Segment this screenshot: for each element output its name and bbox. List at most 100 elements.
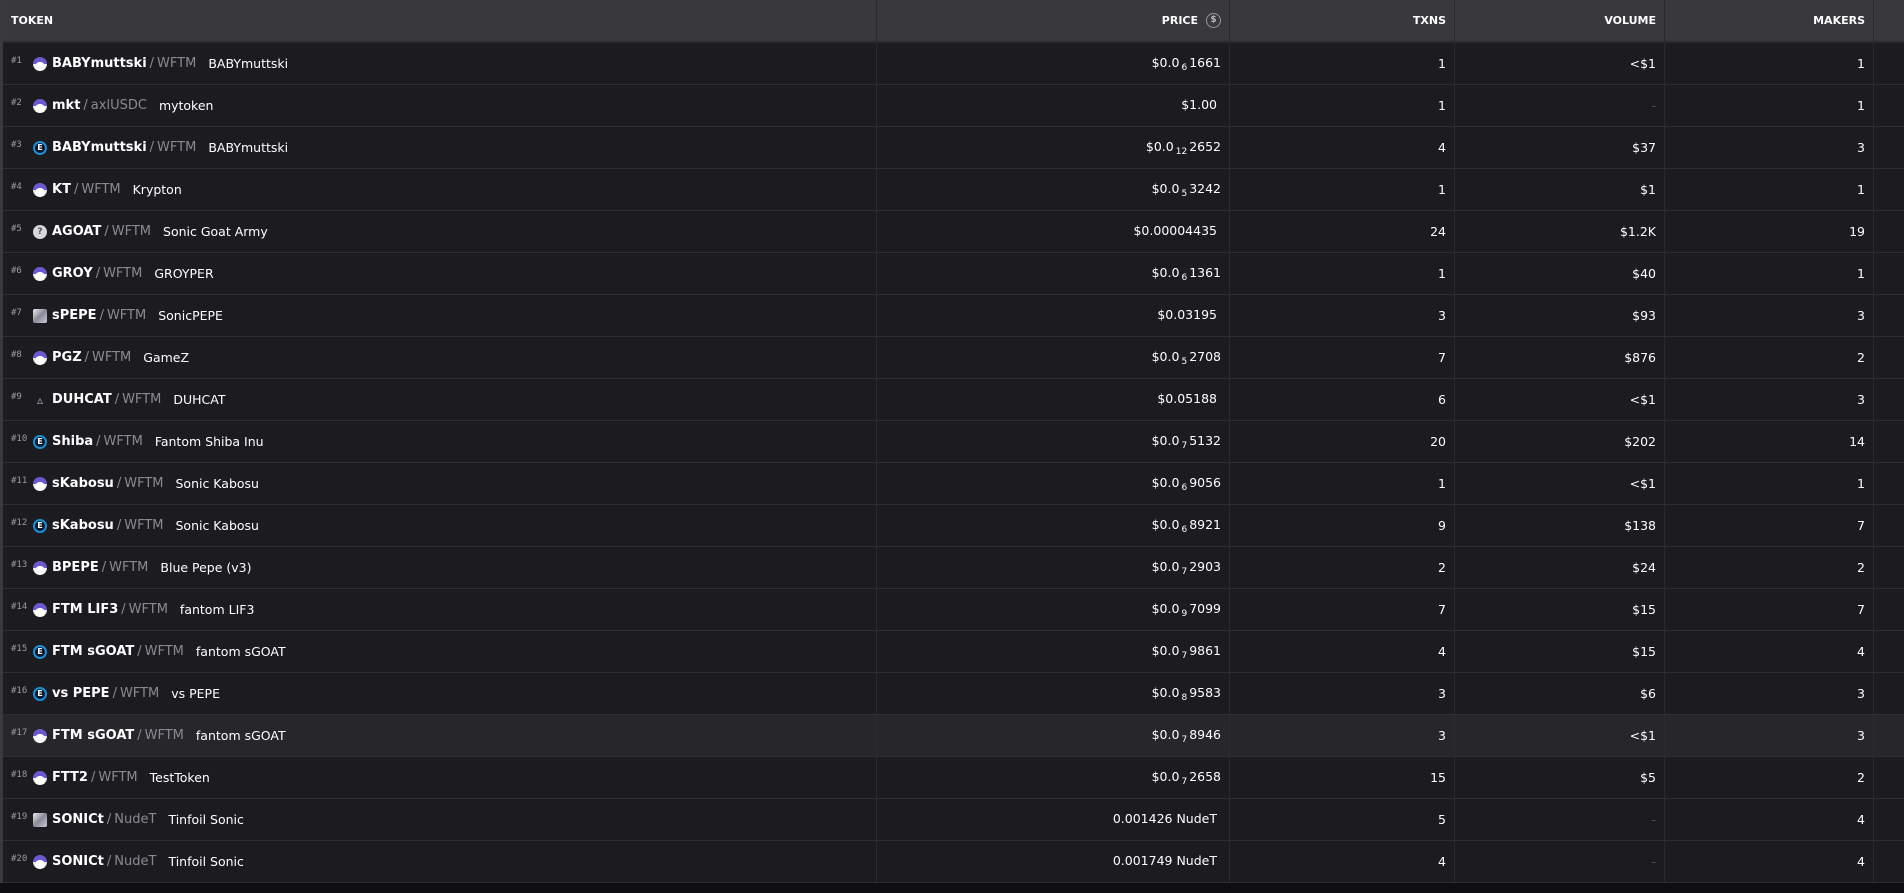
volume-cell: $202 [1455,421,1665,462]
table-row[interactable]: #6 GROY / WFTM GROYPER $0.0 6 1361 1 $40 1 [3,253,1904,295]
token-cell[interactable]: #3 E BABYmuttski / WFTM BABYmuttski [3,127,877,168]
token-cell[interactable]: #18 FTT2 / WFTM TestToken [3,757,877,798]
table-row[interactable]: #7 sPEPE / WFTM SonicPEPE $0.03195 3 $93… [3,295,1904,337]
column-header-token[interactable]: TOKEN [3,0,877,41]
quote-symbol: WFTM [157,56,197,71]
token-cell[interactable]: #11 sKabosu / WFTM Sonic Kabosu [3,463,877,504]
makers-cell: 1 [1665,463,1874,504]
column-header-price[interactable]: PRICE $ [877,0,1230,41]
volume-cell: <$1 [1455,715,1665,756]
table-row[interactable]: #8 PGZ / WFTM GameZ $0.0 5 2708 7 $876 2 [3,337,1904,379]
price-prefix: $0.0 [1151,558,1180,574]
column-header-volume[interactable]: VOLUME [1455,0,1665,41]
volume-cell: $93 [1455,295,1665,336]
separator: / [149,140,155,155]
token-name: TestToken [149,770,210,785]
token-cell[interactable]: #14 FTM LIF3 / WFTM fantom LIF3 [3,589,877,630]
column-header-txns[interactable]: TXNS [1230,0,1455,41]
token-cell[interactable]: #10 E Shiba / WFTM Fantom Shiba Inu [3,421,877,462]
separator: / [106,854,112,869]
txns-value: 7 [1438,350,1446,365]
header-label: TOKEN [11,14,54,27]
table-row[interactable]: #18 FTT2 / WFTM TestToken $0.0 7 2658 15 $… [3,757,1904,799]
table-row[interactable]: #2 mkt / axlUSDC mytoken $1.00 1 - 1 [3,85,1904,127]
extra-cell [1874,631,1904,672]
table-row[interactable]: #4 KT / WFTM Krypton $0.0 5 3242 1 $1 1 [3,169,1904,211]
table-row[interactable]: #15 E FTM sGOAT / WFTM fantom sGOAT $0.0… [3,631,1904,673]
makers-cell: 4 [1665,799,1874,840]
separator: / [90,770,96,785]
table-row[interactable]: #12 E sKabosu / WFTM Sonic Kabosu $0.0 6 8… [3,505,1904,547]
txns-value: 24 [1430,224,1446,239]
token-symbol: sKabosu [52,476,114,491]
token-name: Blue Pepe (v3) [160,560,252,575]
table-row[interactable]: #10 E Shiba / WFTM Fantom Shiba Inu $0.0… [3,421,1904,463]
usd-circle-icon[interactable]: $ [1206,13,1221,28]
token-cell[interactable]: #12 E sKabosu / WFTM Sonic Kabosu [3,505,877,546]
table-row[interactable]: #11 sKabosu / WFTM Sonic Kabosu $0.0 6 905… [3,463,1904,505]
txns-cell: 6 [1230,379,1455,420]
separator: / [149,56,155,71]
token-cell[interactable]: #5 ? AGOAT / WFTM Sonic Goat Army [3,211,877,252]
quote-symbol: WFTM [81,182,121,197]
quote-symbol: WFTM [119,686,160,701]
token-cell[interactable]: #13 BPEPE / WFTM Blue Pepe (v3) [3,547,877,588]
token-cell[interactable]: #8 PGZ / WFTM GameZ [3,337,877,378]
makers-cell: 3 [1665,295,1874,336]
token-cell[interactable]: #16 E vs PEPE / WFTM vs PEPE [3,673,877,714]
token-cell[interactable]: #17 FTM sGOAT / WFTM fantom sGOAT [3,715,877,756]
table-row[interactable]: #9 ▵ DUHCAT / WFTM DUHCAT $0.05188 6 <$1… [3,379,1904,421]
token-cell[interactable]: #4 KT / WFTM Krypton [3,169,877,210]
price-digits: 8946 [1189,726,1221,742]
volume-value: $876 [1624,350,1656,365]
makers-value: 4 [1857,644,1865,659]
rank: #20 [11,853,28,864]
makers-cell: 3 [1665,379,1874,420]
token-cell[interactable]: #1 BABYmuttski / WFTM BABYmuttski [3,43,877,84]
token-cell[interactable]: #9 ▵ DUHCAT / WFTM DUHCAT [3,379,877,420]
token-cell[interactable]: #15 E FTM sGOAT / WFTM fantom sGOAT [3,631,877,672]
token-cell[interactable]: #6 GROY / WFTM GROYPER [3,253,877,294]
separator: / [114,392,120,407]
makers-value: 2 [1857,350,1865,365]
table-row[interactable]: #17 FTM sGOAT / WFTM fantom sGOAT $0.0 7 8… [3,715,1904,757]
price-cell: $0.00004435 [877,211,1230,252]
price-cell: $0.03195 [877,295,1230,336]
txns-cell: 15 [1230,757,1455,798]
separator: / [137,644,142,659]
token-cell[interactable]: #20 SONICt / NudeT Tinfoil Sonic [3,841,877,882]
table-row[interactable]: #1 BABYmuttski / WFTM BABYmuttski $0.0 6 1… [3,43,1904,85]
price-prefix: $0.0 [1151,264,1180,280]
extra-cell [1874,211,1904,252]
token-name: SonicPEPE [158,308,223,323]
triangle-token-icon: ▵ [36,392,44,407]
txns-value: 1 [1438,98,1446,113]
separator: / [73,182,79,197]
price-prefix: $0.0 [1151,54,1180,70]
makers-cell: 1 [1665,169,1874,210]
price-zero-count: 6 [1181,524,1188,535]
token-cell[interactable]: #19 SONICt / NudeT Tinfoil Sonic [3,799,877,840]
table-row[interactable]: #5 ? AGOAT / WFTM Sonic Goat Army $0.000… [3,211,1904,253]
txns-value: 20 [1430,434,1446,449]
makers-cell: 3 [1665,673,1874,714]
separator: / [101,560,107,575]
price-zero-count: 8 [1181,692,1188,703]
column-header-makers[interactable]: MAKERS [1665,0,1874,41]
table-row[interactable]: #20 SONICt / NudeT Tinfoil Sonic 0.00174… [3,841,1904,883]
token-cell[interactable]: #7 sPEPE / WFTM SonicPEPE [3,295,877,336]
table-row[interactable]: #16 E vs PEPE / WFTM vs PEPE $0.0 8 9583 3… [3,673,1904,715]
table-row[interactable]: #19 SONICt / NudeT Tinfoil Sonic 0.00142… [3,799,1904,841]
price-zero-count: 7 [1181,734,1188,745]
txns-value: 4 [1438,854,1446,869]
makers-value: 1 [1857,56,1865,71]
wizard-token-icon [33,560,47,575]
volume-cell: $1.2K [1455,211,1665,252]
extra-cell [1874,547,1904,588]
table-row[interactable]: #13 BPEPE / WFTM Blue Pepe (v3) $0.0 7 290… [3,547,1904,589]
token-cell[interactable]: #2 mkt / axlUSDC mytoken [3,85,877,126]
table-row[interactable]: #3 E BABYmuttski / WFTM BABYmuttski $0.0… [3,127,1904,169]
table-row[interactable]: #14 FTM LIF3 / WFTM fantom LIF3 $0.0 9 709… [3,589,1904,631]
txns-value: 3 [1438,728,1446,743]
